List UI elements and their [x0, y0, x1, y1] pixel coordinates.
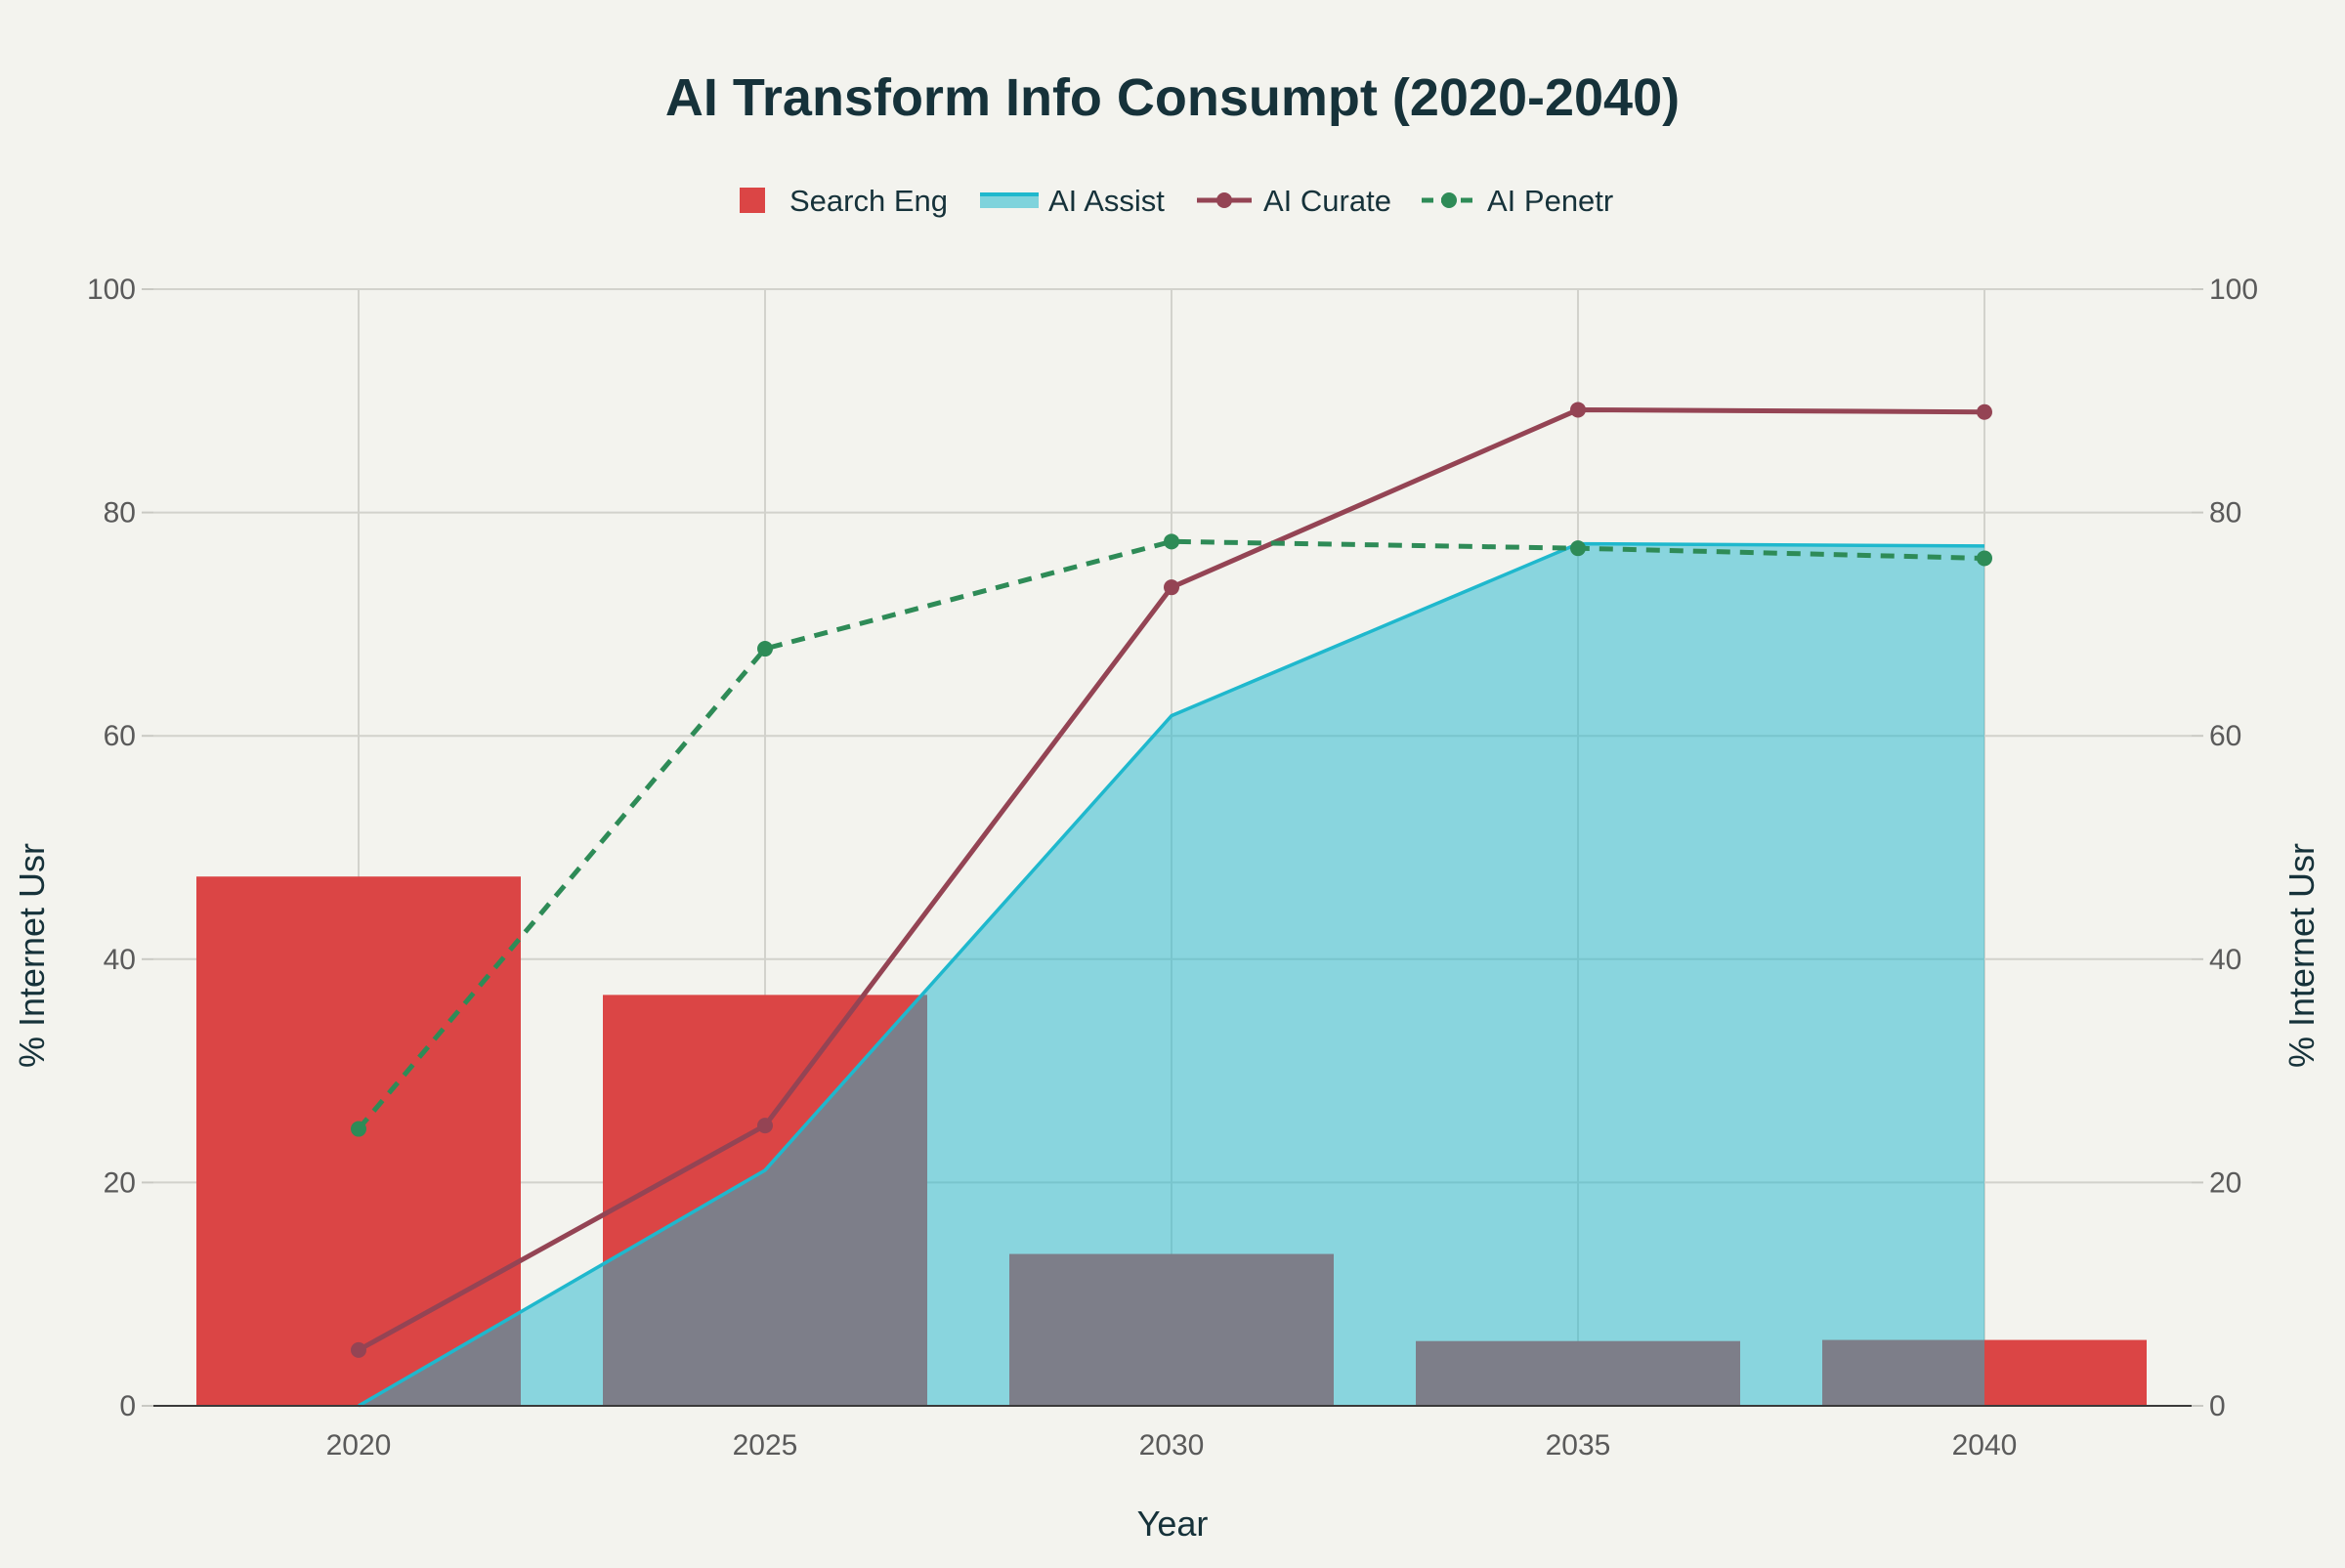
x-tick-label: 2035 — [1546, 1429, 1611, 1462]
legend-swatch-marker — [1441, 192, 1457, 208]
ai-penetr-point — [351, 1121, 366, 1137]
chart-title: AI Transform Info Consumpt (2020-2040) — [665, 68, 1680, 127]
line-series — [351, 402, 1992, 1358]
x-tick-label: 2030 — [1139, 1429, 1205, 1462]
x-axis-title: Year — [1137, 1504, 1209, 1544]
legend-swatch — [740, 188, 765, 213]
area-fill — [359, 543, 1984, 1406]
ai-penetr-point — [1164, 533, 1179, 550]
legend-label: Search Eng — [789, 184, 948, 218]
x-tick-label: 2020 — [326, 1429, 392, 1462]
legend-item: AI Curate — [1197, 184, 1391, 218]
y-tick-label: 60 — [104, 720, 136, 752]
legend-label: AI Penetr — [1487, 184, 1613, 218]
ai-penetr-point — [1977, 550, 1992, 567]
y-tick-label: 0 — [119, 1390, 136, 1422]
legend-label: AI Curate — [1263, 184, 1391, 218]
legend: Search Eng AI Assist AI Curate AI Penetr — [740, 184, 1613, 218]
ai-penetr-point — [1570, 540, 1586, 557]
legend-swatch — [980, 194, 1039, 208]
y2-axis-title: % Internet Usr — [2281, 843, 2322, 1068]
y2-tick-label: 100 — [2209, 274, 2258, 306]
area-series — [358, 541, 1985, 1408]
legend-label: AI Assist — [1048, 184, 1165, 218]
ai-curate-point — [351, 1341, 366, 1358]
y2-tick-label: 80 — [2209, 497, 2241, 530]
y-tick-label: 40 — [104, 944, 136, 976]
x-tick-label: 2025 — [733, 1429, 798, 1462]
y-axis-title: % Internet Usr — [12, 843, 52, 1068]
ai-curate-point — [1164, 579, 1179, 596]
legend-item: AI Penetr — [1422, 184, 1613, 218]
x-tick-label: 2040 — [1952, 1429, 2018, 1462]
bar — [196, 876, 521, 1406]
y-tick-label: 80 — [104, 497, 136, 530]
ai-curate-point — [1977, 403, 1992, 420]
y2-tick-label: 40 — [2209, 944, 2241, 976]
ai-curate-point — [757, 1118, 773, 1134]
y2-tick-label: 0 — [2209, 1390, 2226, 1422]
y2-tick-label: 20 — [2209, 1166, 2241, 1199]
ai-penetr-point — [757, 641, 773, 657]
legend-item: AI Assist — [980, 184, 1165, 218]
legend-swatch-marker — [1216, 192, 1232, 208]
legend-item: Search Eng — [740, 184, 948, 218]
y-tick-label: 20 — [104, 1166, 136, 1199]
ai-curate-point — [1570, 402, 1586, 418]
y-tick-label: 100 — [87, 274, 136, 306]
y2-tick-label: 60 — [2209, 720, 2241, 752]
area-line — [358, 541, 1985, 1408]
